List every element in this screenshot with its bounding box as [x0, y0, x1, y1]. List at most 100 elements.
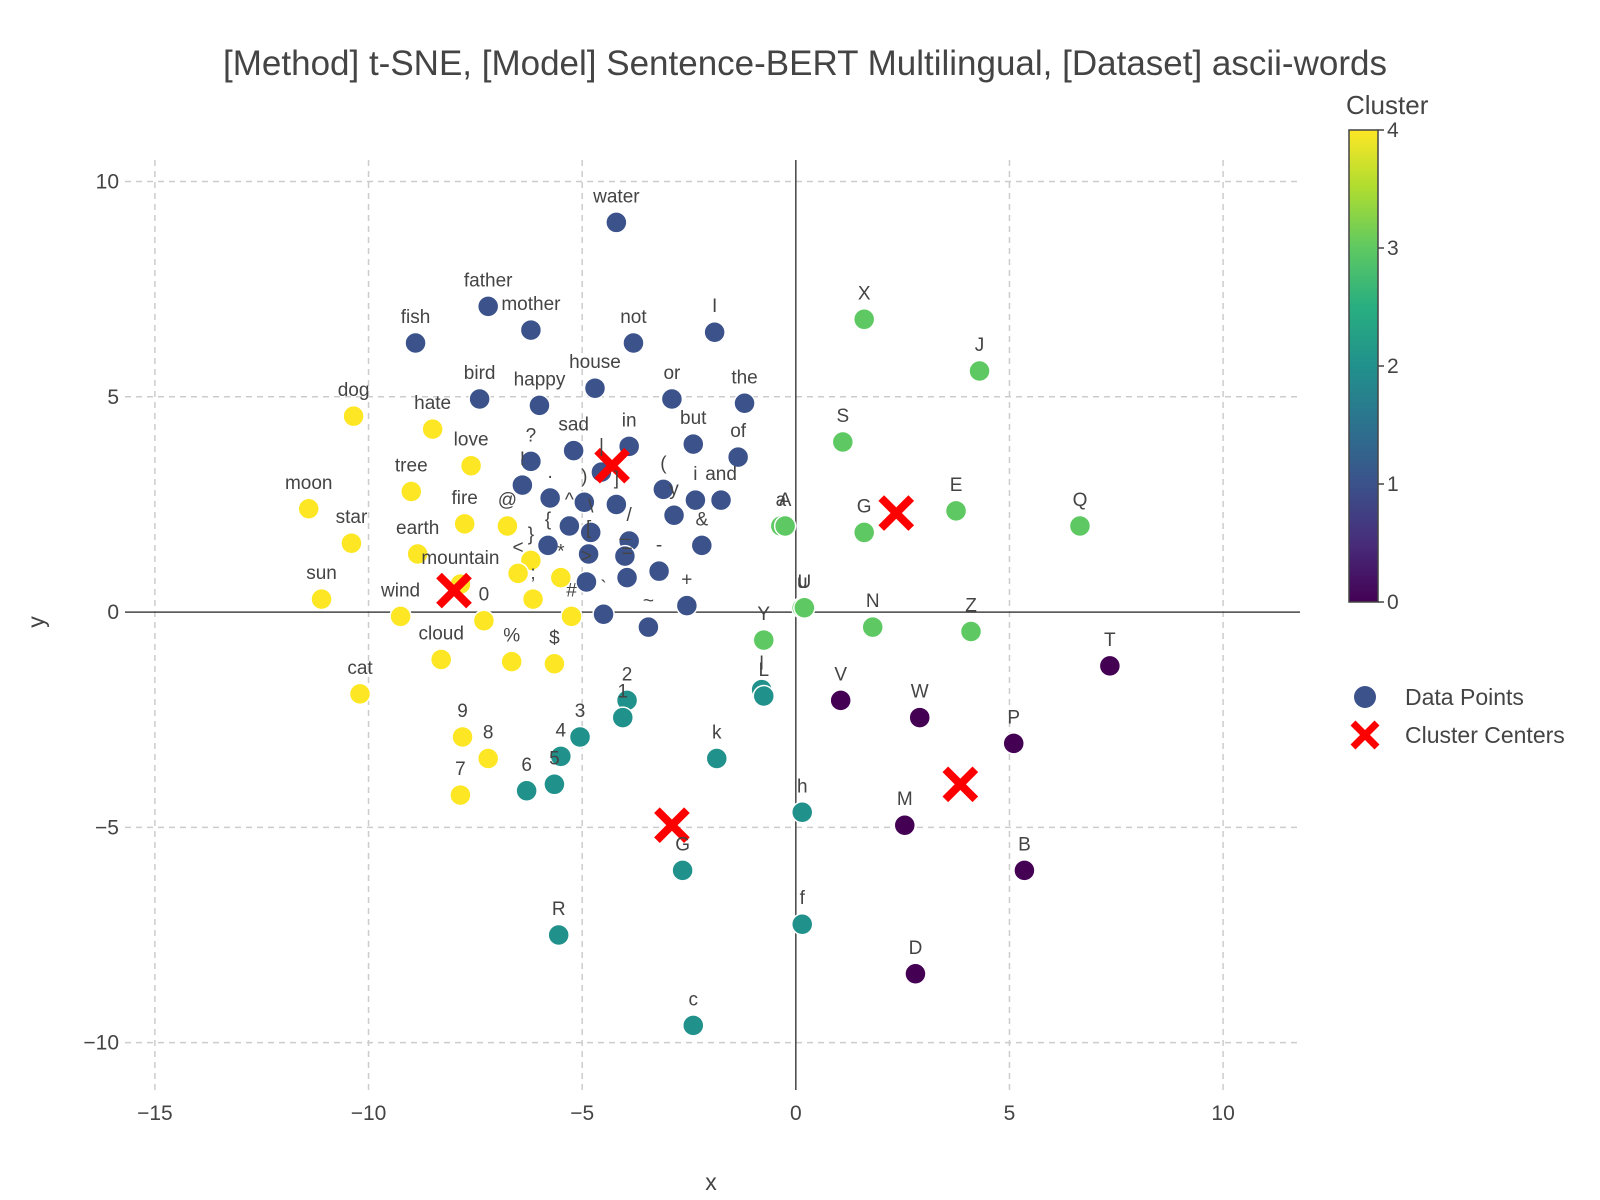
point-label: fish [401, 307, 431, 328]
point-label: wind [380, 580, 420, 601]
point-label: U [797, 572, 811, 593]
data-point [297, 497, 320, 520]
data-point [389, 605, 412, 628]
point-label: water [592, 186, 640, 207]
point-label: @ [498, 490, 517, 511]
point-label: ~ [643, 591, 654, 612]
point-label: P [1007, 707, 1020, 728]
point-label: [ [586, 518, 592, 539]
point-label: cloud [418, 623, 463, 644]
point-label: or [663, 363, 681, 384]
cluster-center-marker [436, 572, 472, 609]
point-label: i [693, 464, 697, 485]
point-label: a [776, 490, 787, 511]
y-tick-label: 10 [96, 171, 119, 194]
point-label: . [547, 462, 552, 483]
point-label: { [545, 509, 552, 530]
point-label: < [513, 537, 524, 558]
x-tick-label: 0 [790, 1102, 802, 1125]
point-label: I [712, 296, 717, 317]
data-point [1002, 732, 1025, 755]
data-point [726, 445, 750, 469]
data-point [790, 912, 814, 936]
data-point [451, 725, 474, 749]
point-label: V [834, 664, 847, 685]
point-label: sad [558, 415, 589, 436]
data-point [861, 615, 884, 639]
point-label: = [621, 542, 632, 563]
point-label: but [680, 408, 707, 429]
data-point [1098, 654, 1122, 678]
point-label: + [681, 570, 692, 591]
point-label: star [336, 507, 368, 528]
legend-cluster-centers-marker [1350, 720, 1380, 750]
data-point [476, 747, 500, 770]
data-point [400, 480, 423, 503]
point-label: father [464, 270, 513, 291]
data-point [904, 962, 927, 985]
legend-cluster-centers-label: Cluster Centers [1405, 722, 1565, 748]
y-tick-label: 0 [107, 601, 119, 624]
point-label: mother [501, 294, 561, 315]
colorbar-tick-label: 1 [1387, 473, 1399, 496]
point-label: _ [619, 520, 631, 541]
cluster-center-marker [942, 766, 979, 803]
point-label: 2 [622, 664, 633, 685]
point-label: ? [526, 425, 537, 446]
point-label: J [975, 335, 985, 356]
data-point [562, 439, 585, 462]
colorbar-ticks: 0 1 2 3 4 [1378, 119, 1399, 614]
point-label: G [675, 834, 690, 855]
point-label: X [858, 283, 871, 304]
point-label: u [797, 572, 808, 593]
point-label: ` [600, 578, 606, 599]
data-point [560, 605, 583, 628]
data-point [675, 594, 699, 617]
data-point [893, 813, 917, 837]
point-label: # [566, 580, 577, 601]
data-point [496, 514, 519, 538]
point-label: 8 [483, 722, 494, 743]
cluster-centers [436, 447, 979, 844]
legend: Data Points Cluster Centers [1350, 684, 1565, 750]
point-label: - [656, 535, 662, 556]
point-label: Z [965, 595, 977, 616]
point-label: 1 [617, 682, 628, 703]
point-label: * [557, 542, 565, 563]
data-point [500, 650, 523, 673]
point-label: B [1018, 834, 1031, 855]
data-point [605, 211, 628, 234]
point-label: love [454, 430, 489, 451]
point-label: N [866, 591, 880, 612]
point-label: of [730, 421, 747, 442]
point-label: ; [530, 563, 535, 584]
y-tick-label: −5 [95, 816, 119, 839]
data-point [968, 359, 991, 383]
y-tick-label: 5 [107, 386, 119, 409]
data-point [573, 491, 596, 514]
data-point [622, 331, 645, 355]
point-label: happy [514, 369, 566, 390]
y-tick-label: −10 [83, 1032, 119, 1055]
point-label: 7 [455, 759, 466, 780]
data-point [538, 486, 562, 510]
point-label: ) [581, 466, 587, 487]
point-label: $ [549, 628, 560, 649]
data-point [690, 534, 714, 557]
data-point [652, 478, 675, 501]
point-label: A [779, 490, 792, 511]
data-point [682, 1014, 705, 1037]
data-point [310, 587, 333, 611]
point-label: c [689, 989, 699, 1010]
data-point [682, 432, 705, 456]
point-label: ( [660, 453, 667, 474]
point-label: in [622, 410, 637, 431]
data-point [793, 596, 816, 620]
data-point [459, 454, 483, 477]
data-point [404, 331, 427, 355]
data-point [476, 295, 500, 318]
data-point [549, 566, 573, 589]
point-label: 4 [556, 720, 567, 741]
data-point [733, 392, 756, 415]
data-point [831, 430, 855, 454]
